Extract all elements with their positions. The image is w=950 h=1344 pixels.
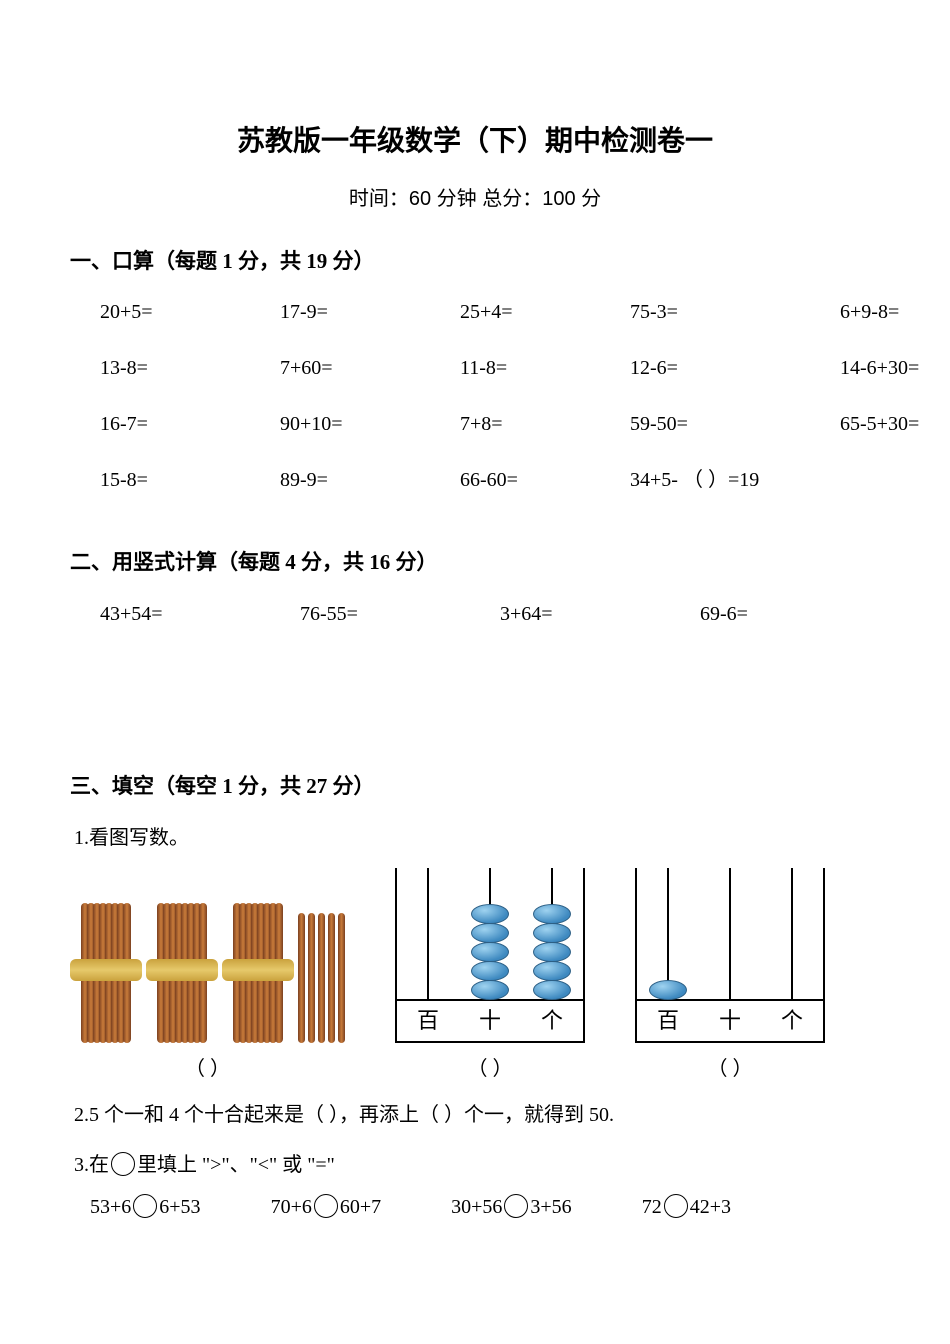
problem: 17-9=	[280, 296, 460, 328]
page-subtitle: 时间：60 分钟 总分：100 分	[70, 183, 880, 215]
problem: 66-60=	[460, 464, 630, 496]
rod-label: 百	[637, 999, 699, 1040]
problem: 65-5+30=	[840, 408, 950, 440]
rod-tens	[489, 868, 491, 1000]
compare-item: 53+66+53	[90, 1191, 201, 1223]
circle-icon	[111, 1152, 135, 1176]
problem: 89-9=	[280, 464, 460, 496]
q1-label: 1.看图写数。	[74, 822, 880, 854]
problem: 43+54=	[100, 598, 300, 630]
q3-prefix: 3.在	[74, 1154, 109, 1176]
answer-blank: （ ）	[468, 1053, 513, 1085]
rod-ones	[551, 868, 553, 1000]
rod-ones	[791, 868, 793, 1000]
problem: 59-50=	[630, 408, 840, 440]
circle-icon	[133, 1194, 157, 1218]
page-title: 苏教版一年级数学（下）期中检测卷一	[70, 120, 880, 165]
section2-header: 二、用竖式计算（每题 4 分，共 16 分）	[70, 546, 880, 580]
problem: 11-8=	[460, 352, 630, 384]
section3-header: 三、填空（每空 1 分，共 27 分）	[70, 770, 880, 804]
workspace-gap	[70, 630, 880, 770]
loose-sticks	[298, 913, 345, 1043]
q2-text: 2.5 个一和 4 个十合起来是（ ），再添上（ ）个一，就得到 50.	[74, 1099, 880, 1131]
rod-hundreds	[667, 868, 669, 1000]
q3-suffix: 里填上 ">"、"<" 或 "="	[137, 1154, 335, 1176]
problem: 3+64=	[500, 598, 700, 630]
mental-math-grid: 20+5= 17-9= 25+4= 75-3= 6+9-8= 13-8= 7+6…	[100, 296, 880, 496]
problem: 25+4=	[460, 296, 630, 328]
rod-label: 个	[761, 999, 823, 1040]
compare-item: 7242+3	[642, 1191, 731, 1223]
rod-label: 十	[699, 999, 761, 1040]
circle-icon	[664, 1194, 688, 1218]
answer-blank: （ ）	[185, 1053, 230, 1085]
bundle	[222, 903, 294, 1043]
problem: 76-55=	[300, 598, 500, 630]
problem: 34+5- （ ）=19	[630, 464, 950, 496]
problem: 6+9-8=	[840, 296, 950, 328]
problem: 15-8=	[100, 464, 280, 496]
answer-blank: （ ）	[708, 1053, 753, 1085]
problem: 69-6=	[700, 598, 900, 630]
problem: 7+60=	[280, 352, 460, 384]
problem: 14-6+30=	[840, 352, 950, 384]
rod-label: 个	[521, 999, 583, 1040]
abacus2-figure: 百 十 个 （ ）	[635, 868, 825, 1085]
bundle	[70, 903, 142, 1043]
rod-tens	[729, 868, 731, 1000]
rod-label: 十	[459, 999, 521, 1040]
compare-item: 30+563+56	[451, 1191, 572, 1223]
rod-hundreds	[427, 868, 429, 1000]
problem: 20+5=	[100, 296, 280, 328]
sticks-figure: （ ）	[70, 903, 345, 1085]
problem: 7+8=	[460, 408, 630, 440]
abacus1-figure: 百 十 个 （ ）	[395, 868, 585, 1085]
problem: 75-3=	[630, 296, 840, 328]
problem: 12-6=	[630, 352, 840, 384]
problem: 13-8=	[100, 352, 280, 384]
problem: 16-7=	[100, 408, 280, 440]
compare-item: 70+660+7	[271, 1191, 382, 1223]
section1-header: 一、口算（每题 1 分，共 19 分）	[70, 245, 880, 279]
problem: 90+10=	[280, 408, 460, 440]
bundle	[146, 903, 218, 1043]
compare-row: 53+66+53 70+660+7 30+563+56 7242+3	[90, 1191, 880, 1223]
vertical-calc-grid: 43+54= 76-55= 3+64= 69-6=	[100, 598, 880, 630]
circle-icon	[314, 1194, 338, 1218]
rod-label: 百	[397, 999, 459, 1040]
q3-text: 3.在 里填上 ">"、"<" 或 "="	[74, 1149, 880, 1181]
figures-row: （ ） 百 十 个 （ ）	[70, 868, 880, 1085]
circle-icon	[504, 1194, 528, 1218]
